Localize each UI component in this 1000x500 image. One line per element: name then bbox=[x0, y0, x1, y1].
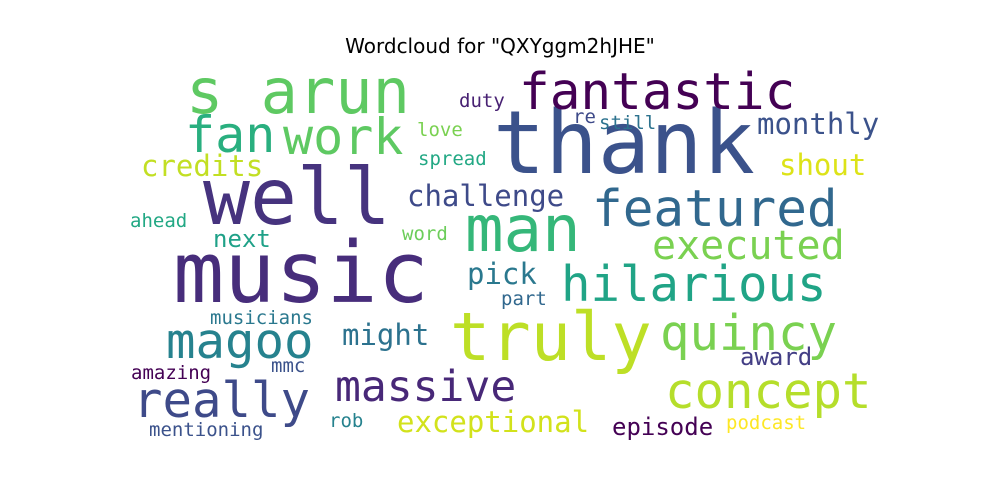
word-music: music bbox=[173, 224, 429, 323]
word-really: really bbox=[133, 372, 311, 429]
word-challenge: challenge bbox=[407, 179, 565, 213]
page-title: Wordcloud for "QXYggm2hJHE" bbox=[345, 34, 655, 58]
word-might: might bbox=[342, 318, 430, 352]
word-truly: truly bbox=[450, 298, 652, 376]
word-word: word bbox=[402, 223, 448, 245]
word-man: man bbox=[465, 193, 581, 267]
word-re: re bbox=[573, 106, 596, 128]
word-quincy: quincy bbox=[660, 305, 838, 362]
word-still: still bbox=[599, 112, 657, 134]
word-well: well bbox=[203, 153, 391, 243]
word-rob: rob bbox=[329, 410, 364, 432]
word-fantastic: fantastic bbox=[519, 63, 796, 122]
word-mentioning: mentioning bbox=[149, 419, 264, 441]
word-love: love bbox=[417, 119, 463, 141]
word-fan: fan bbox=[185, 106, 276, 164]
word-magoo: magoo bbox=[166, 313, 314, 370]
word-episode: episode bbox=[612, 413, 714, 441]
word-shout: shout bbox=[779, 148, 867, 182]
word-award: award bbox=[740, 343, 813, 371]
word-exceptional: exceptional bbox=[397, 405, 590, 439]
word-massive: massive bbox=[335, 362, 517, 412]
word-musicians: musicians bbox=[210, 307, 313, 329]
word-mmc: mmc bbox=[271, 355, 306, 377]
word-amazing: amazing bbox=[131, 362, 212, 384]
word-s-arun: s arun bbox=[186, 55, 410, 128]
word-concept: concept bbox=[665, 363, 872, 420]
word-next: next bbox=[213, 225, 271, 253]
word-work: work bbox=[283, 108, 404, 166]
word-monthly: monthly bbox=[757, 107, 880, 141]
word-spread: spread bbox=[418, 148, 487, 170]
word-executed: executed bbox=[652, 223, 845, 269]
word-part: part bbox=[501, 288, 547, 310]
word-hilarious: hilarious bbox=[561, 256, 827, 313]
word-thank: thank bbox=[493, 92, 755, 194]
word-pick: pick bbox=[467, 257, 537, 291]
word-ahead: ahead bbox=[130, 210, 188, 232]
word-credits: credits bbox=[141, 149, 264, 183]
word-podcast: podcast bbox=[726, 412, 807, 434]
word-featured: featured bbox=[592, 180, 838, 239]
word-duty: duty bbox=[459, 90, 505, 112]
